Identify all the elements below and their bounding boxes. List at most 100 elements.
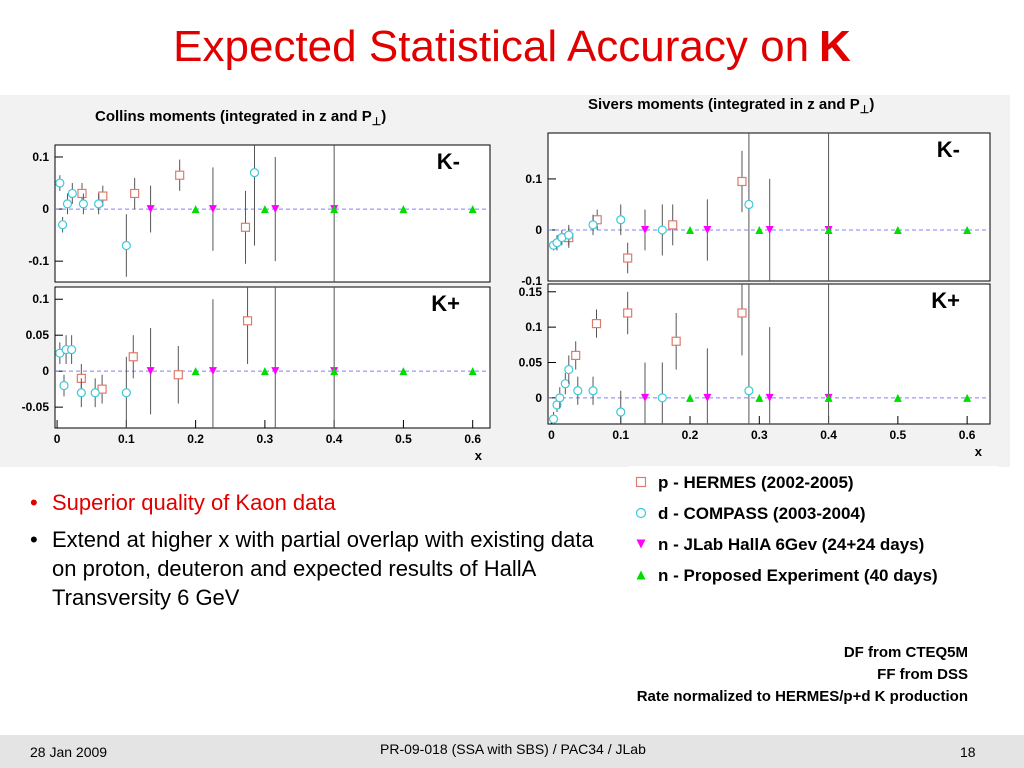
y-tick-label: 0.1 (525, 172, 542, 186)
slide-title: Expected Statistical Accuracy on K (0, 22, 1024, 72)
marker (591, 318, 602, 329)
marker (58, 220, 68, 230)
marker (208, 205, 217, 214)
y-tick-label: 0.05 (519, 355, 543, 369)
marker (191, 367, 200, 376)
x-tick-label: 0.4 (820, 428, 837, 442)
panel-label: K- (437, 149, 460, 174)
marker (399, 367, 408, 376)
x-tick-label: 0 (548, 428, 555, 442)
marker (330, 205, 339, 214)
marker (703, 225, 712, 234)
x-tick-label: 0.4 (326, 432, 343, 446)
marker (271, 205, 280, 214)
marker (636, 539, 646, 549)
marker (703, 393, 712, 402)
marker (744, 386, 754, 396)
plot-area (547, 283, 991, 425)
marker (623, 253, 633, 263)
x-axis-label: x (475, 448, 483, 463)
bullet: Extend at higher x with partial overlap … (30, 525, 595, 612)
marker (588, 220, 598, 230)
marker (657, 393, 667, 403)
marker (59, 380, 69, 391)
title-main: Sivers moments (integrated in z and P (588, 96, 860, 113)
x-tick-label: 0.1 (118, 432, 135, 446)
marker (146, 205, 155, 214)
y-tick-label: 0.1 (525, 320, 542, 334)
marker (560, 379, 570, 389)
charts: Collins moments (integrated in z and P⊥)… (0, 95, 1010, 592)
marker (893, 393, 902, 402)
footer-center: PR-09-018 (SSA with SBS) / PAC34 / JLab (380, 741, 646, 757)
y-tick-label: 0 (42, 364, 49, 378)
marker (240, 222, 251, 232)
marker (121, 388, 131, 398)
legend-label: n - Proposed Experiment (40 days) (658, 566, 938, 585)
marker (573, 386, 583, 396)
x-tick-label: 0.5 (890, 428, 907, 442)
y-tick-label: 0.1 (32, 150, 49, 164)
marker (146, 367, 155, 376)
marker (128, 352, 138, 362)
marker (636, 570, 646, 580)
panel-title: Sivers moments (integrated in z and P⊥) (588, 96, 874, 116)
y-tick-label: 0.1 (32, 292, 49, 306)
marker (55, 178, 65, 188)
marker (668, 220, 678, 230)
marker (635, 507, 647, 519)
marker (175, 170, 185, 180)
y-tick-label: 0 (535, 391, 542, 405)
legend: p - HERMES (2002-2005) d - COMPASS (2003-… (628, 466, 998, 592)
y-tick-label: 0.05 (26, 328, 50, 342)
marker (686, 393, 695, 402)
y-tick-label: -0.05 (22, 400, 50, 414)
marker (555, 393, 565, 403)
legend-label: p - HERMES (2002-2005) (658, 473, 854, 492)
x-axis-label: x (975, 444, 983, 459)
marker (98, 191, 108, 201)
marker (623, 308, 633, 318)
y-tick-label: -0.1 (521, 274, 542, 288)
marker (686, 225, 695, 234)
marker (755, 393, 764, 402)
marker (765, 225, 774, 234)
marker (330, 367, 339, 376)
x-tick-label: 0.6 (959, 428, 976, 442)
y-tick-label: 0 (535, 223, 542, 237)
chart: Collins moments (integrated in z and P⊥)… (28, 108, 491, 283)
note: Rate normalized to HERMES/p+d K producti… (636, 688, 968, 705)
marker (173, 370, 183, 380)
marker (588, 386, 598, 396)
legend-label: d - COMPASS (2003-2004) (658, 504, 866, 523)
title-end: ) (869, 96, 874, 113)
marker (737, 176, 747, 187)
marker (765, 393, 774, 402)
plot-area (54, 144, 491, 283)
marker (564, 364, 574, 375)
bullets: Superior quality of Kaon data Extend at h… (30, 488, 595, 620)
plot-area (547, 132, 991, 282)
marker (616, 215, 626, 225)
plot-content (548, 133, 990, 281)
marker (249, 168, 260, 178)
title-text: Expected Statistical Accuracy on (173, 22, 810, 71)
y-tick-label: 0 (42, 202, 49, 216)
x-tick-label: 0.3 (257, 432, 274, 446)
marker (657, 225, 667, 235)
panel-title: Collins moments (integrated in z and P⊥) (95, 108, 386, 128)
chart: 0 0.05 0.1 0.15 0 0.1 0.2 0.3 0.4 0.5 0.6 x K+ (519, 283, 991, 459)
y-tick-label: -0.1 (28, 254, 49, 268)
marker (76, 388, 86, 398)
chart: Sivers moments (integrated in z and P⊥) -… (521, 96, 991, 288)
marker (77, 188, 87, 199)
marker (62, 199, 73, 209)
marker (468, 205, 477, 214)
marker (737, 308, 747, 318)
x-tick-label: 0.3 (751, 428, 768, 442)
marker (744, 199, 754, 210)
y-tick-label: 0.15 (519, 285, 543, 299)
marker (260, 205, 269, 214)
marker (635, 476, 647, 488)
marker (963, 225, 972, 234)
